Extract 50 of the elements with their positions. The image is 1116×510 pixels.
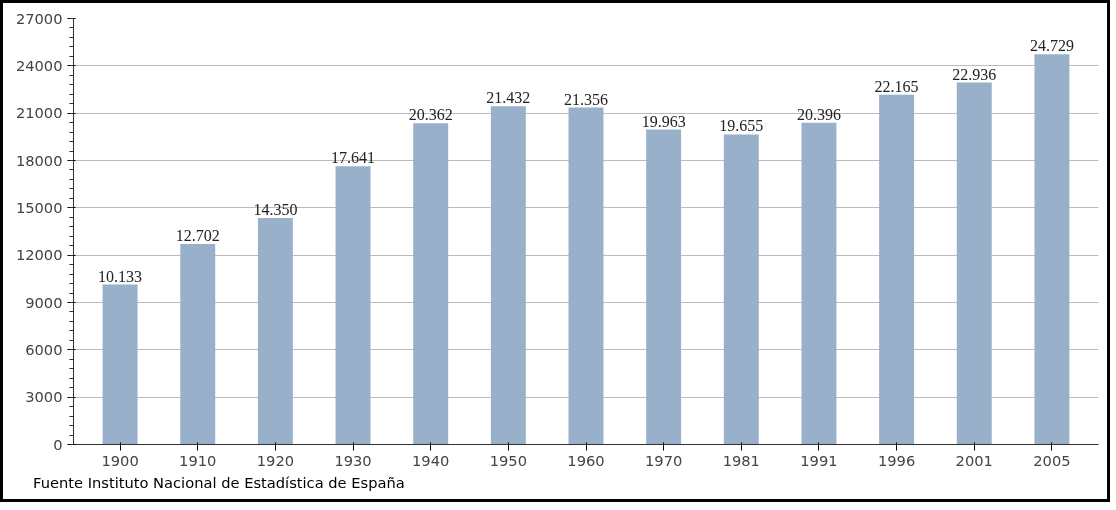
bar [102, 284, 138, 445]
data-label: 19.963 [641, 112, 686, 130]
y-tick-label: 24000 [15, 56, 63, 74]
y-tick-label: 9000 [25, 293, 63, 311]
x-tick-label: 1960 [567, 451, 605, 469]
data-label: 20.396 [796, 105, 841, 123]
bar [879, 94, 915, 445]
data-label: 10.133 [98, 267, 143, 285]
bar [490, 106, 526, 445]
data-label: 22.165 [874, 77, 919, 95]
bar [257, 218, 293, 445]
y-tick-label: 18000 [15, 151, 63, 169]
x-tick-label: 1991 [800, 451, 838, 469]
bar [335, 166, 371, 445]
x-tick-label: 2005 [1033, 451, 1071, 469]
y-tick-label: 3000 [25, 388, 63, 406]
y-tick-label: 15000 [15, 198, 63, 216]
x-tick-label: 1981 [722, 451, 760, 469]
y-tick-label: 21000 [15, 104, 63, 122]
bar [180, 244, 216, 445]
data-label: 12.702 [175, 227, 220, 245]
x-tick-label: 1910 [179, 451, 217, 469]
data-label: 19.655 [719, 117, 764, 135]
data-label: 24.729 [1029, 37, 1074, 55]
data-label: 20.362 [408, 106, 453, 124]
x-tick-label: 1930 [334, 451, 372, 469]
x-tick-label: 1900 [101, 451, 139, 469]
bar [723, 134, 759, 445]
y-tick-label: 6000 [25, 340, 63, 358]
x-tick-label: 1950 [489, 451, 528, 469]
data-label: 17.641 [331, 149, 376, 167]
x-tick-label: 1970 [645, 451, 683, 469]
bar [413, 123, 449, 445]
data-label: 21.356 [564, 90, 608, 108]
data-label: 21.432 [486, 89, 531, 107]
source-note: Fuente Instituto Nacional de Estadística de España [33, 473, 405, 493]
y-tick-label: 0 [53, 435, 63, 453]
bar [646, 129, 682, 445]
data-label: 14.350 [253, 201, 298, 219]
y-tick-label: 27000 [15, 9, 63, 27]
bar [956, 82, 992, 445]
bar [568, 107, 604, 445]
x-tick-label: 1920 [256, 451, 295, 469]
x-tick-label: 2001 [955, 451, 993, 469]
y-tick-label: 12000 [15, 246, 63, 264]
x-tick-label: 1940 [412, 451, 450, 469]
x-tick-label: 1996 [877, 451, 916, 469]
bar [1034, 54, 1070, 445]
data-label: 22.936 [952, 65, 997, 83]
bar [801, 122, 837, 445]
